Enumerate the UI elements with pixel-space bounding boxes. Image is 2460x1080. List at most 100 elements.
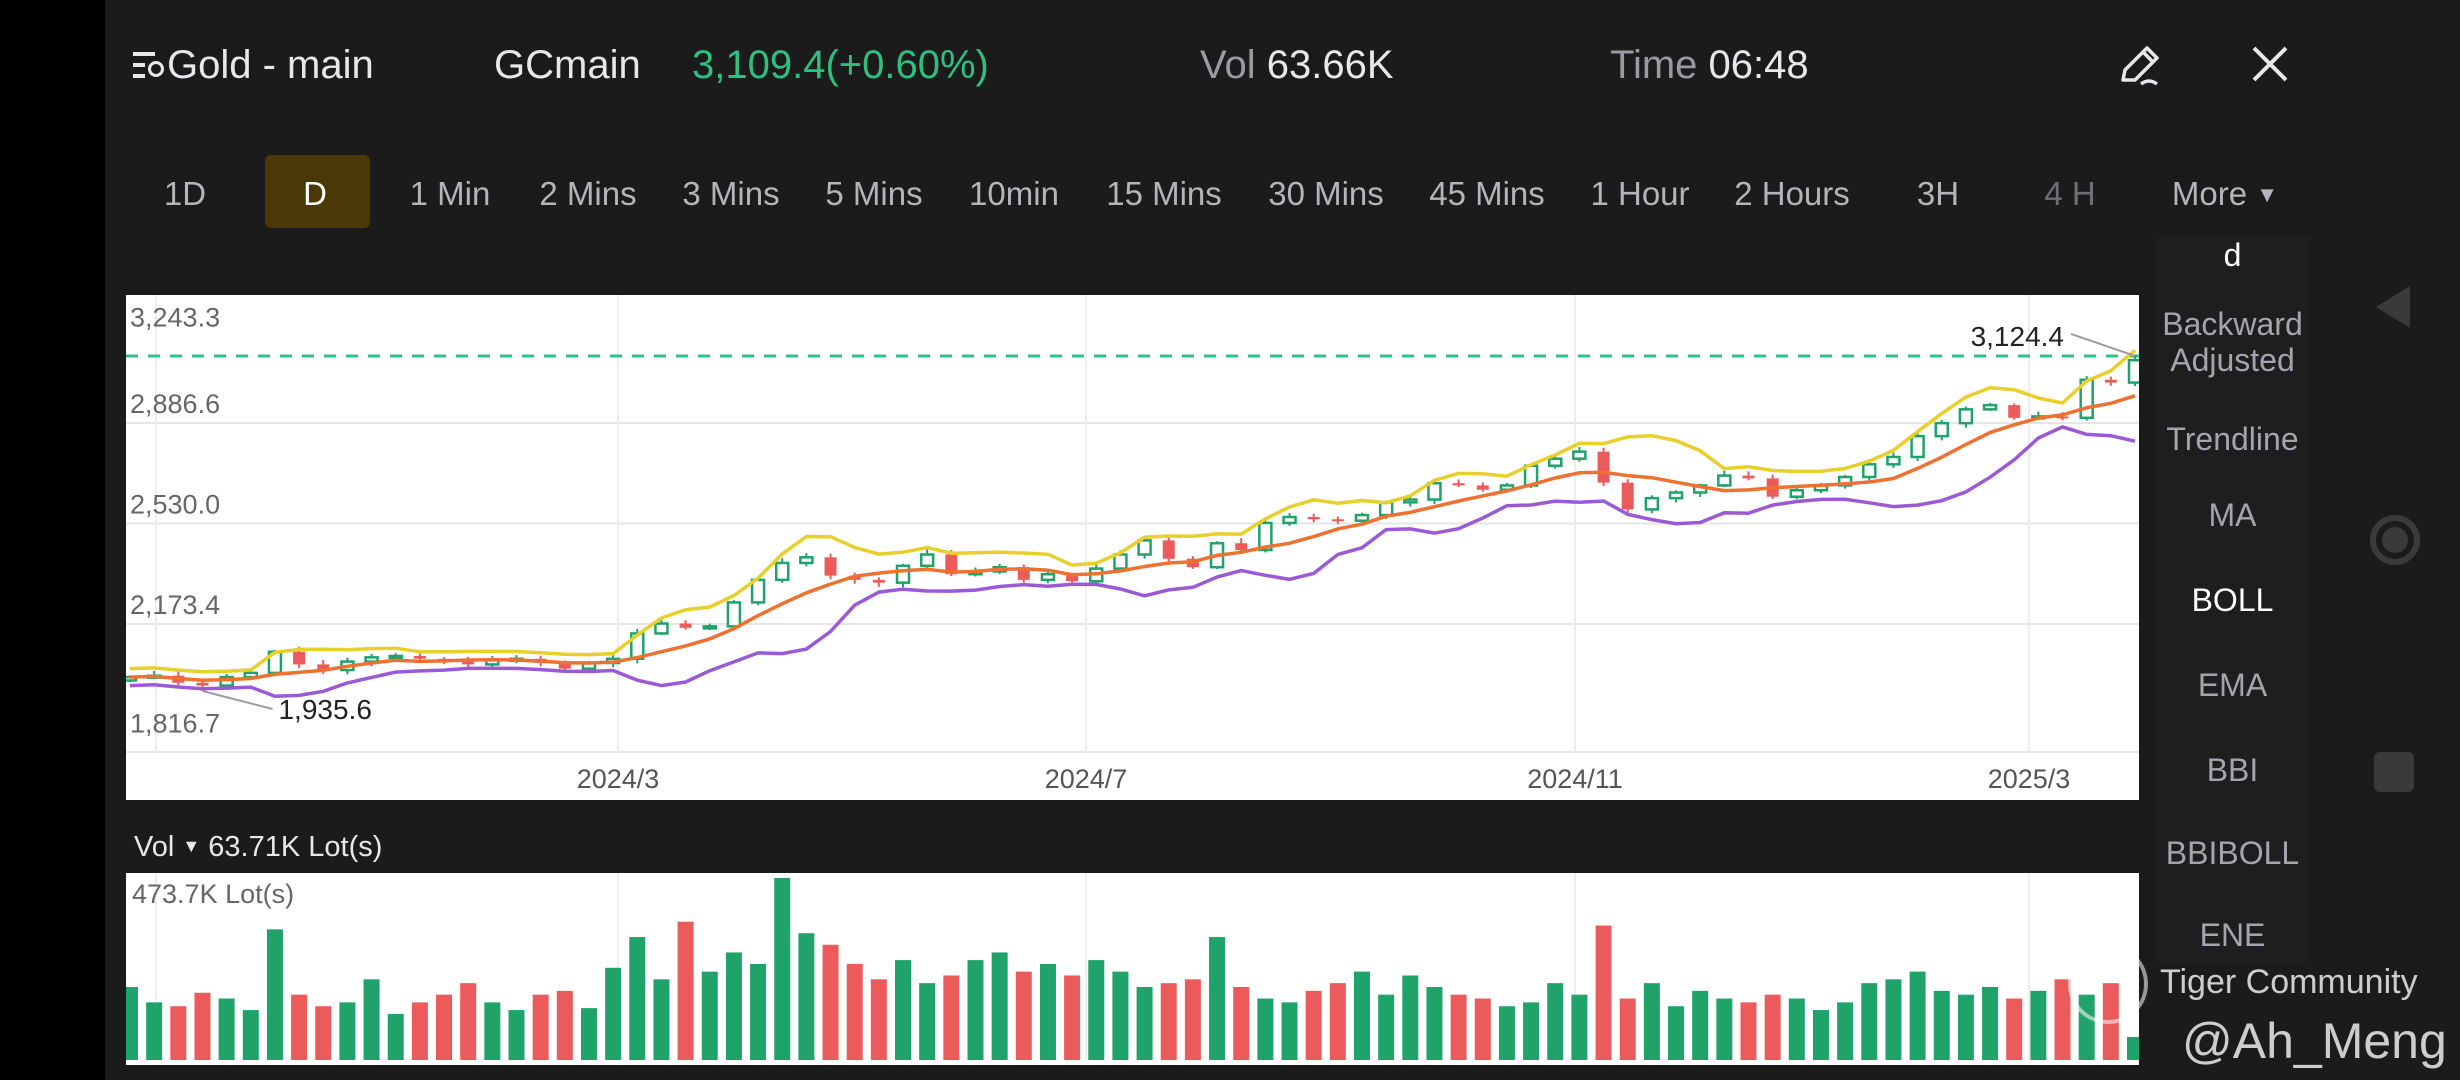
volume-bar	[411, 1002, 428, 1060]
candle	[1547, 457, 1563, 467]
volume-bar	[532, 994, 549, 1060]
volume-bar	[580, 1008, 597, 1060]
menu-item-ma[interactable]: MA	[2208, 497, 2257, 533]
volume-bar	[774, 878, 791, 1060]
x-tick-label: 2024/3	[577, 764, 660, 794]
chevron-down-icon[interactable]: ▼	[182, 836, 201, 856]
y-tick-label: 1,816.7	[130, 709, 220, 739]
edit-icon[interactable]	[2115, 40, 2165, 90]
y-tick-label: 3,243.3	[130, 302, 220, 332]
candle	[1862, 463, 1877, 479]
candle	[1717, 474, 1732, 487]
timeframe-1d[interactable]: 1D	[163, 175, 207, 212]
volume-bar	[218, 998, 235, 1060]
volume-bar	[436, 994, 453, 1060]
timeframe-2-mins[interactable]: 2 Mins	[539, 175, 637, 212]
volume-bar	[1184, 979, 1201, 1060]
candle	[317, 664, 330, 671]
volume-bar	[1861, 983, 1878, 1060]
candle	[774, 561, 790, 582]
volume-chart[interactable]: 473.7K Lot(s)	[122, 873, 2143, 1065]
timeframe-1-hour[interactable]: 1 Hour	[1590, 175, 1690, 212]
volume-max-label: 473.7K Lot(s)	[132, 879, 294, 909]
timeframe-4-h[interactable]: 4 H	[2044, 175, 2096, 212]
volume-bar	[194, 992, 211, 1060]
candle	[1235, 543, 1248, 550]
volume-bar	[1982, 987, 1999, 1060]
volume-bar	[1329, 983, 1346, 1060]
candle	[1258, 521, 1273, 552]
timeframe-30-mins[interactable]: 30 Mins	[1268, 175, 1384, 212]
timeframe-5-mins[interactable]: 5 Mins	[825, 175, 923, 212]
volume-bar	[2030, 990, 2047, 1060]
candle	[1958, 408, 1974, 425]
timeframe-3-mins[interactable]: 3 Mins	[682, 175, 780, 212]
close-icon[interactable]	[2250, 44, 2290, 84]
menu-search-icon[interactable]	[133, 50, 167, 80]
back-nav-icon[interactable]	[2370, 282, 2420, 332]
volume-bar	[291, 994, 308, 1060]
low-annotation-leader	[202, 690, 273, 710]
recents-nav-icon[interactable]	[2374, 752, 2414, 792]
candle	[2056, 416, 2069, 419]
volume-bar	[170, 1006, 187, 1060]
volume-bar	[2127, 1036, 2143, 1060]
y-tick-label: 2,530.0	[130, 490, 220, 520]
volume-bar	[1788, 998, 1805, 1060]
volume-bar	[315, 1006, 332, 1060]
candle	[1476, 485, 1489, 490]
menu-item-ene[interactable]: ENE	[2199, 917, 2266, 953]
boll-lower-line	[129, 425, 2136, 698]
timeframe-3h[interactable]: 3H	[1916, 175, 1960, 212]
volume-bar	[677, 921, 694, 1060]
menu-item-boll[interactable]: BOLL	[2191, 582, 2274, 618]
indicator-menu[interactable]	[2155, 237, 2310, 962]
more-label: More	[2171, 175, 2248, 212]
timeframe-15-mins[interactable]: 15 Mins	[1106, 175, 1222, 212]
watermark-author: @Ah_Meng	[2182, 1013, 2447, 1069]
timeframe-1-min[interactable]: 1 Min	[409, 175, 491, 212]
volume-bar	[146, 1002, 163, 1060]
symbol-code: GCmain	[494, 43, 641, 87]
candle	[558, 663, 571, 669]
volume-bar	[846, 963, 863, 1060]
volume-bar	[1378, 994, 1395, 1060]
timeframe-2-hours[interactable]: 2 Hours	[1734, 175, 1850, 212]
instrument-title-button[interactable]: Gold - main	[133, 40, 374, 90]
timeframe-45-mins[interactable]: 45 Mins	[1429, 175, 1545, 212]
volume-bar	[919, 983, 936, 1060]
volume-bar	[122, 987, 138, 1060]
time-label: Time	[1610, 43, 1698, 87]
menu-item-ema[interactable]: EMA	[2197, 667, 2268, 703]
more-timeframes-button[interactable]: More ▼	[2172, 172, 2278, 217]
volume-bar	[1692, 990, 1709, 1060]
candle	[824, 557, 837, 576]
menu-item-bbiboll[interactable]: BBIBOLL	[2165, 835, 2300, 871]
menu-item-backward-adjusted[interactable]: Backward Adjusted	[2162, 306, 2303, 378]
volume-bar	[798, 933, 815, 1060]
home-nav-icon[interactable]	[2370, 515, 2420, 565]
volume-bar	[1064, 975, 1081, 1060]
volume-bar	[1933, 990, 1950, 1060]
menu-item-bbi[interactable]: BBI	[2206, 752, 2259, 788]
volume-header[interactable]: Vol ▼ 63.71K Lot(s)	[134, 828, 382, 865]
instrument-title: Gold - main	[167, 43, 374, 87]
menu-item-d[interactable]: d	[2223, 237, 2242, 273]
candle	[1572, 450, 1587, 460]
volume-bar	[895, 960, 912, 1060]
candle	[1742, 475, 1755, 479]
volume-bar	[508, 1010, 525, 1060]
volume-bar	[967, 960, 984, 1060]
volume-bar	[1426, 987, 1443, 1060]
price-chart[interactable]: 3,243.3 2,886.6 2,530.0 2,173.4 1,816.7 2024…	[122, 295, 2143, 800]
time-value: 06:48	[1708, 43, 1809, 87]
volume-bar	[1957, 994, 1974, 1060]
candle	[799, 556, 814, 565]
volume-bar	[1885, 979, 1902, 1060]
volume-bar	[1450, 994, 1467, 1060]
timeframe-10min[interactable]: 10min	[969, 175, 1059, 212]
candle	[1162, 540, 1175, 559]
volume-bar	[1740, 1002, 1757, 1060]
menu-item-trendline[interactable]: Trendline	[2166, 421, 2299, 457]
timeframe-d[interactable]: D	[303, 175, 327, 212]
